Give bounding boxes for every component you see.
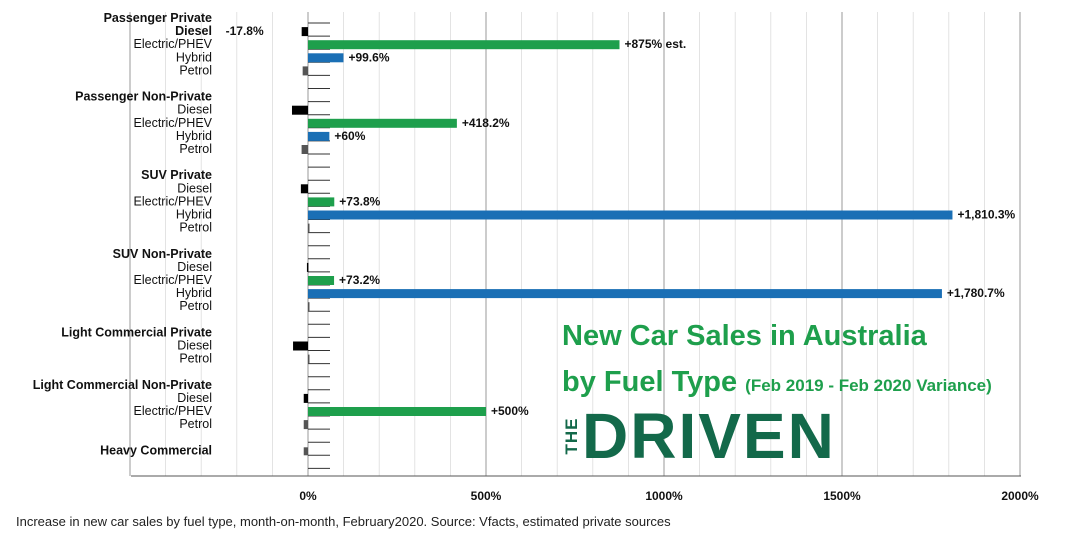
chart-subtitle-range: (Feb 2019 - Feb 2020 Variance) <box>745 376 992 395</box>
row-label: Diesel <box>175 24 212 38</box>
row-label: Petrol <box>179 352 212 366</box>
data-label: +418.2% <box>462 116 510 130</box>
chart-subtitle: by Fuel Type (Feb 2019 - Feb 2020 Varian… <box>562 366 992 399</box>
bar <box>301 27 308 37</box>
bar <box>306 262 309 272</box>
chart-title: New Car Sales in Australia <box>562 320 927 352</box>
x-tick-label: 1000% <box>645 489 683 503</box>
x-tick-label: 2000% <box>1001 489 1039 503</box>
group-label: Passenger Non-Private <box>75 90 212 104</box>
bar <box>308 289 942 299</box>
bar <box>308 53 344 63</box>
row-label: Electric/PHEV <box>134 404 213 418</box>
bar <box>293 341 308 351</box>
row-label: Diesel <box>177 339 212 353</box>
bar <box>308 131 330 141</box>
logo-side-text: THE <box>562 417 581 455</box>
data-label: +875% est. <box>625 37 687 51</box>
row-label: Hybrid <box>176 50 212 64</box>
data-label: +1,780.7% <box>947 286 1005 300</box>
bar <box>308 354 310 364</box>
bar <box>303 420 308 430</box>
row-label: Petrol <box>179 299 212 313</box>
row-label: Electric/PHEV <box>134 194 213 208</box>
bar <box>308 407 486 416</box>
row-label: Petrol <box>179 221 212 235</box>
data-label: +60% <box>334 129 365 143</box>
data-label: +500% <box>491 404 529 418</box>
data-label: +73.8% <box>339 194 380 208</box>
bar <box>308 197 335 207</box>
chart-subtitle-main: by Fuel Type <box>562 366 738 398</box>
row-label: Diesel <box>177 260 212 274</box>
row-label: Diesel <box>177 391 212 405</box>
bar <box>308 302 310 312</box>
group-label: Heavy Commercial <box>100 443 212 457</box>
row-label: Petrol <box>179 142 212 156</box>
bar <box>303 447 308 456</box>
row-label: Electric/PHEV <box>134 37 213 51</box>
the-driven-logo: THE DRIVEN <box>562 400 834 472</box>
bar <box>302 66 308 76</box>
x-tick-label: 1500% <box>823 489 861 503</box>
data-label: -17.8% <box>226 24 264 38</box>
bar <box>303 393 308 403</box>
bar <box>308 276 335 285</box>
x-tick-label: 500% <box>471 489 502 503</box>
group-label: Light Commercial Non-Private <box>33 378 212 392</box>
data-label: +1,810.3% <box>957 208 1015 222</box>
bar <box>300 184 308 194</box>
logo-main-text: DRIVEN <box>582 400 836 472</box>
bar <box>308 40 620 50</box>
group-label: SUV Private <box>141 168 212 182</box>
row-label: Hybrid <box>176 208 212 222</box>
bar <box>308 210 953 220</box>
data-label: +73.2% <box>339 273 380 287</box>
row-label: Diesel <box>177 181 212 195</box>
row-label: Electric/PHEV <box>134 273 213 287</box>
group-label: Light Commercial Private <box>61 325 212 339</box>
row-label: Petrol <box>179 417 212 431</box>
group-label: SUV Non-Private <box>113 247 212 261</box>
row-label: Petrol <box>179 63 212 77</box>
chart-caption: Increase in new car sales by fuel type, … <box>16 514 671 529</box>
row-label: Hybrid <box>176 286 212 300</box>
row-label: Electric/PHEV <box>134 116 213 130</box>
x-tick-label: 0% <box>299 489 317 503</box>
row-label: Diesel <box>177 103 212 117</box>
group-label: Passenger Private <box>104 11 212 25</box>
data-label: +99.6% <box>348 50 389 64</box>
bar <box>308 118 457 128</box>
bar <box>301 145 308 154</box>
row-label: Hybrid <box>176 129 212 143</box>
bar <box>308 223 310 233</box>
bar <box>291 105 308 115</box>
